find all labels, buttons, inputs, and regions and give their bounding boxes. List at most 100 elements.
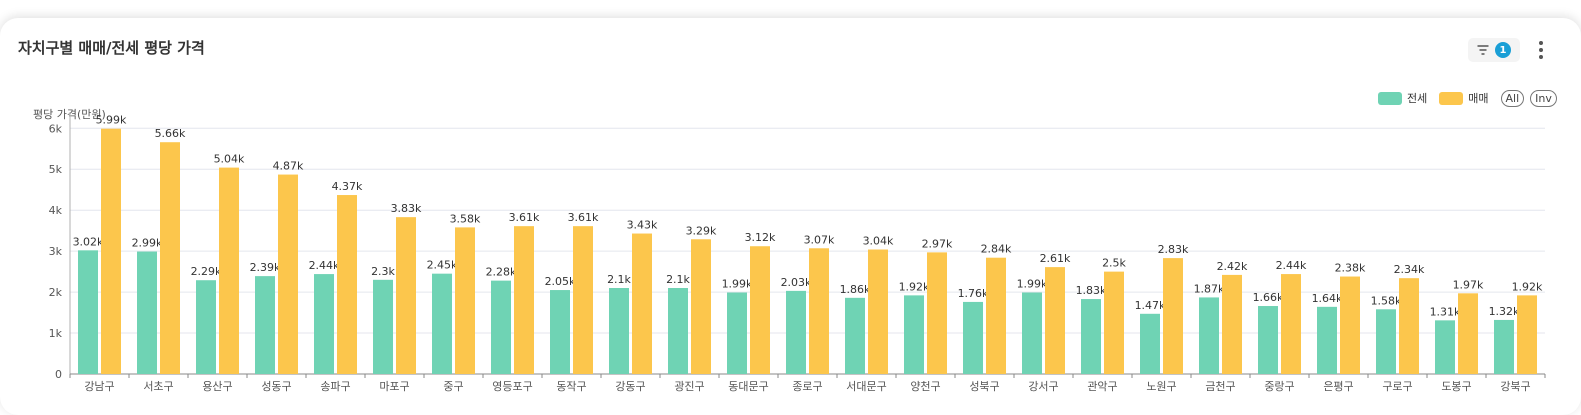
data-label: 2.34k [1394, 263, 1425, 276]
y-tick-label: 2k [49, 286, 63, 299]
filter-icon [1477, 45, 1489, 55]
bar-jeonse [314, 274, 334, 374]
data-label: 1.32k [1489, 305, 1520, 318]
data-label: 1.64k [1312, 292, 1343, 305]
bar-jeonse [963, 301, 983, 374]
data-label: 2.28k [486, 266, 517, 279]
card-title: 자치구별 매매/전세 평당 가격 [18, 39, 205, 57]
data-label: 2.29k [191, 265, 222, 278]
bar-jeonse [1140, 313, 1160, 374]
legend-item-maemae[interactable]: 매매 [1439, 90, 1489, 106]
filter-count-badge: 1 [1495, 42, 1511, 58]
x-tick-label: 광진구 [674, 380, 704, 393]
legend: 전세 매매 All Inv [1378, 88, 1557, 108]
x-tick-label: 용산구 [202, 380, 232, 393]
data-label: 2.42k [1217, 260, 1248, 273]
bar-maemae [101, 128, 121, 374]
x-tick-label: 구로구 [1382, 380, 1412, 393]
inverse-select-button[interactable]: Inv [1530, 89, 1557, 107]
x-tick-label: 금천구 [1205, 379, 1235, 393]
bar-jeonse [78, 250, 98, 374]
bar-jeonse [432, 273, 452, 374]
x-tick-label: 서초구 [143, 380, 173, 393]
data-label: 1.99k [1017, 278, 1048, 291]
bar-maemae [1163, 258, 1183, 374]
select-all-button[interactable]: All [1500, 89, 1525, 107]
bar-jeonse [1258, 306, 1278, 374]
bar-maemae [1399, 278, 1419, 374]
data-label: 2.84k [981, 243, 1012, 256]
data-label: 2.61k [1040, 252, 1071, 265]
legend-label-jeonse: 전세 [1407, 92, 1428, 105]
data-label: 1.92k [899, 280, 930, 293]
legend-item-jeonse[interactable]: 전세 [1378, 90, 1427, 106]
data-label: 2.05k [545, 275, 576, 288]
data-label: 2.97k [922, 237, 953, 250]
x-tick-label: 성동구 [261, 380, 291, 393]
y-tick-label: 6k [49, 122, 63, 135]
data-label: 3.29k [686, 224, 717, 237]
more-options-icon[interactable] [1533, 38, 1549, 62]
x-tick-label: 동작구 [556, 380, 586, 393]
bar-jeonse [196, 280, 216, 374]
bar-maemae [868, 249, 888, 374]
x-tick-label: 관악구 [1087, 380, 1117, 393]
data-label: 3.07k [804, 233, 835, 246]
x-tick-label: 중구 [443, 380, 463, 393]
bar-maemae [1104, 271, 1124, 374]
bar-maemae [337, 195, 357, 374]
bar-maemae [691, 239, 711, 374]
bar-jeonse [1081, 299, 1101, 374]
data-label: 3.02k [73, 235, 104, 248]
bar-jeonse [1376, 309, 1396, 374]
bar-maemae [160, 142, 180, 374]
y-axis-title: 평당 가격(만원) [33, 108, 106, 121]
x-tick-label: 강남구 [84, 380, 114, 393]
y-tick-label: 4k [49, 204, 63, 217]
x-tick-label: 송파구 [320, 380, 350, 393]
bar-jeonse [255, 276, 275, 374]
filter-button[interactable]: 1 [1468, 38, 1520, 62]
data-label: 2.83k [1158, 243, 1189, 256]
x-tick-label: 중랑구 [1264, 380, 1294, 393]
bar-maemae [750, 246, 770, 374]
x-tick-label: 강서구 [1028, 380, 1058, 393]
bar-maemae [219, 167, 239, 374]
bar-jeonse [373, 279, 393, 374]
data-label: 2.99k [132, 237, 163, 250]
bar-jeonse [727, 292, 747, 374]
x-tick-label: 마포구 [379, 380, 409, 393]
data-label: 3.61k [509, 211, 540, 224]
data-label: 1.83k [1076, 284, 1107, 297]
data-label: 5.66k [155, 127, 186, 140]
data-label: 4.37k [332, 180, 363, 193]
bar-maemae [1222, 274, 1242, 374]
x-tick-label: 서대문구 [846, 380, 886, 393]
data-label: 2.5k [1102, 257, 1126, 270]
data-label: 2.44k [1276, 259, 1307, 272]
data-label: 2.3k [371, 265, 395, 278]
y-tick-label: 0 [55, 368, 62, 381]
bar-maemae [1458, 293, 1478, 374]
chart-card: 자치구별 매매/전세 평당 가격 1 평당 가격(만원) 0 1k 2k 3k 4k 5k 6… [0, 18, 1581, 415]
data-label: 3.83k [391, 202, 422, 215]
data-label: 1.99k [722, 278, 753, 291]
data-label: 3.12k [745, 231, 776, 244]
data-label: 2.39k [250, 261, 281, 274]
bar-maemae [1281, 274, 1301, 374]
bar-maemae [1045, 267, 1065, 374]
bar-jeonse [491, 280, 511, 374]
bar-maemae [396, 217, 416, 374]
x-tick-label: 종로구 [792, 380, 822, 393]
data-label: 2.1k [607, 273, 631, 286]
data-label: 5.99k [96, 114, 127, 127]
data-label: 1.66k [1253, 291, 1284, 304]
x-tick-label: 동대문구 [728, 380, 768, 393]
bar-maemae [1517, 295, 1537, 374]
bar-maemae [278, 174, 298, 374]
data-label: 4.87k [273, 160, 304, 173]
data-label: 3.58k [450, 212, 481, 225]
bar-jeonse [1435, 320, 1455, 374]
data-label: 2.1k [666, 273, 690, 286]
bar-jeonse [550, 290, 570, 374]
